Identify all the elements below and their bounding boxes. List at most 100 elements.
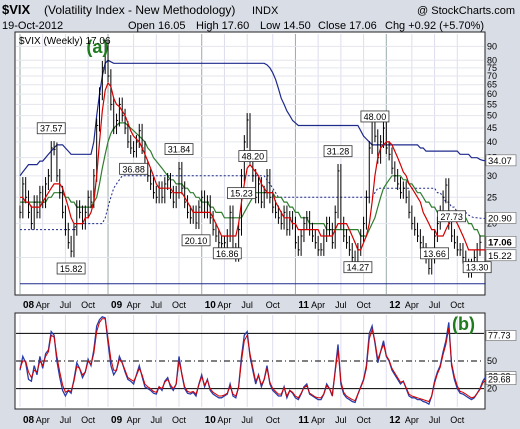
x-tick-label: 10	[205, 415, 217, 426]
price-legend: $VIX (Weekly) 17.06	[19, 36, 111, 47]
y-tick-label: 30	[487, 171, 497, 181]
value-callout-label: 48.00	[364, 112, 387, 122]
x-tick-label: 09	[111, 300, 123, 311]
y-tick-label: 45	[487, 123, 497, 133]
x-tick-label: Apr	[217, 300, 231, 310]
y-tick-label: 65	[487, 80, 497, 90]
rsi-right-value-label: 77.73	[488, 330, 511, 340]
right-value-box	[485, 249, 517, 262]
price-panel-grid: 152025303540455055606570758090	[16, 34, 497, 294]
upper-band-line	[19, 59, 486, 177]
value-callout-label: 20.10	[185, 236, 208, 246]
x-tick-label: 08	[23, 300, 35, 311]
x-tick-label: 12	[389, 415, 401, 426]
x-tick-label: Apr	[36, 415, 50, 425]
x-tick-label: Jul	[151, 300, 163, 310]
value-callout-label: 48.20	[242, 152, 265, 162]
red-ma-line	[20, 81, 486, 251]
value-callout-label: 31.28	[327, 147, 350, 157]
value-callout-label: 31.84	[168, 145, 191, 155]
rsi-right-value-box	[485, 330, 517, 341]
rsi-right-value-label: 29.68	[488, 375, 511, 385]
price-panel-labels: 37.57 15.82 36.88 31.84 20.10 16.86 15.23 48.20…	[36, 37, 517, 275]
value-callout-box	[56, 262, 86, 275]
chart-symbol: $VIX	[2, 2, 31, 17]
x-tick-label: Oct	[450, 300, 465, 310]
wave-annotation-b: (b)	[452, 314, 475, 334]
value-callout-label: 37.57	[40, 124, 63, 134]
price-x-axis: 08 Apr Jul Oct 09 Apr Jul Oct 10 Apr Jul Oct 11 Apr Ju…	[23, 300, 465, 311]
x-tick-label: Jul	[60, 300, 72, 310]
value-callout-box	[164, 143, 194, 155]
x-tick-label: Apr	[127, 415, 141, 425]
value-callout-box	[119, 162, 148, 175]
chart-change: Chg +0.92 (+5.70%)	[385, 20, 484, 32]
value-callout-box	[36, 122, 66, 135]
value-callout-box	[437, 210, 467, 223]
x-tick-label: Oct	[172, 300, 187, 310]
x-tick-label: Apr	[127, 300, 141, 310]
x-tick-label: Apr	[217, 415, 231, 425]
value-callout-box	[360, 110, 390, 123]
rsi-panel-grid: 205080	[16, 315, 497, 407]
rsi-y-tick-label: 50	[487, 356, 497, 366]
chart-open: Open 16.05	[128, 20, 186, 32]
chart-credit: @ StockCharts.com	[417, 5, 515, 17]
value-callout-label: 16.86	[216, 249, 239, 259]
x-tick-label: Apr	[36, 300, 50, 310]
x-tick-label: Jul	[241, 300, 253, 310]
y-tick-label: 55	[487, 99, 497, 109]
value-callout-box	[462, 261, 492, 274]
rsi-panel-labels: 77.7333.0329.68(b)	[452, 314, 517, 385]
x-tick-label: Oct	[172, 415, 187, 425]
chart-date: 19-Oct-2012	[2, 20, 63, 32]
value-callout-label: 27.73	[440, 212, 463, 222]
x-tick-label: Apr	[311, 415, 325, 425]
x-tick-label: Jul	[429, 415, 441, 425]
value-callout-box	[238, 150, 268, 162]
right-value-label: 34.07	[488, 156, 512, 167]
value-callout-box	[181, 234, 211, 247]
x-tick-label: Oct	[266, 300, 281, 310]
value-callout-box	[343, 261, 373, 274]
x-tick-label: 09	[111, 415, 123, 426]
x-tick-label: Oct	[81, 300, 96, 310]
rsi-right-value-box	[485, 374, 517, 385]
value-callout-label: 15.82	[60, 264, 83, 274]
right-value-box	[485, 212, 517, 224]
value-callout-label: 13.66	[423, 249, 446, 259]
value-callout-label: 36.88	[122, 164, 145, 174]
x-tick-label: Jul	[429, 300, 441, 310]
y-tick-label: 75	[487, 63, 497, 73]
x-tick-label: Jul	[335, 415, 347, 425]
value-callout-box	[323, 145, 353, 158]
rsi-x-axis: 08 Apr Jul Oct 09 Apr Jul Oct 10 Apr Jul Oct 11 Apr Ju…	[23, 415, 465, 426]
value-callout-label: 14.27	[347, 263, 370, 273]
chart-high: High 17.60	[196, 20, 249, 32]
y-tick-label: 90	[487, 41, 497, 51]
x-tick-label: 08	[23, 415, 35, 426]
x-tick-label: Jul	[241, 415, 253, 425]
y-tick-label: 70	[487, 71, 497, 81]
y-tick-label: 50	[487, 111, 497, 121]
x-tick-label: Jul	[335, 300, 347, 310]
x-tick-label: Apr	[405, 415, 419, 425]
right-value-label: 20.90	[488, 213, 512, 224]
x-tick-label: Apr	[405, 300, 419, 310]
chart-name: (Volatility Index - New Methodology)	[44, 3, 235, 17]
right-value-box	[485, 154, 517, 167]
right-value-box	[485, 236, 517, 248]
x-tick-label: 11	[298, 300, 309, 311]
right-value-label: 15.22	[488, 251, 512, 262]
chart-close: Close 17.06	[318, 20, 377, 32]
x-tick-label: 12	[389, 300, 401, 311]
value-callout-label: 15.23	[230, 189, 253, 199]
value-callout-box	[420, 247, 449, 260]
x-tick-label: Oct	[357, 300, 372, 310]
y-tick-label: 40	[487, 137, 497, 147]
right-value-label: 17.06	[488, 237, 512, 248]
value-callout-label: 13.30	[466, 263, 489, 273]
rsi-y-tick-label: 20	[487, 384, 497, 394]
value-callout-box	[227, 187, 256, 200]
